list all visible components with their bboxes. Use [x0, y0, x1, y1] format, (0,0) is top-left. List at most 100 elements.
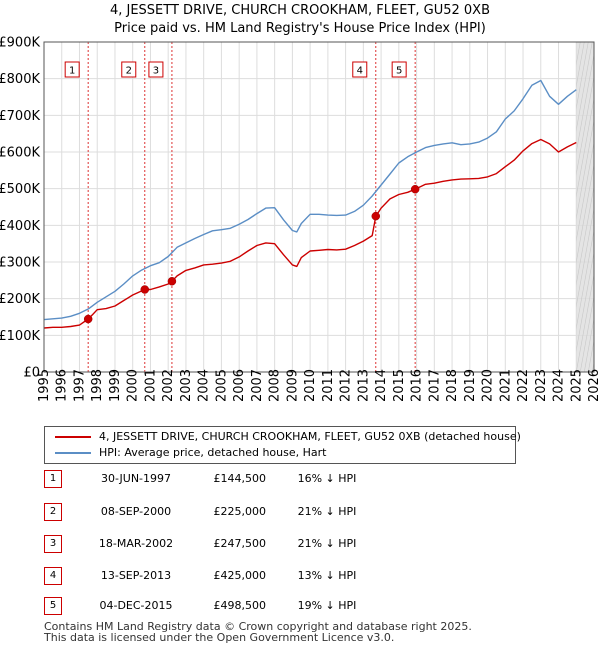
y-tick-label: £600K: [0, 146, 40, 161]
y-tick-label: £200K: [0, 292, 40, 307]
price-chart: 1 2 3 4 5 £0 £100K £200K £300K £400K £500K £600K £70…: [0, 36, 600, 403]
plot-area: [44, 42, 594, 372]
x-tick-label: 1998: [90, 369, 105, 402]
x-tick-label: 2020: [481, 369, 496, 402]
sale-marker-box: [148, 61, 164, 78]
sale-row: 5 04-DEC-2015 £498,500 19% ↓ HPI: [44, 597, 444, 615]
x-tick-label: 1997: [72, 369, 87, 402]
sale-marker-label: 3: [153, 66, 159, 77]
plot-frame: [43, 41, 595, 373]
y-tick-label: £400K: [0, 219, 40, 234]
x-tick-label: 2018: [445, 369, 460, 402]
x-tick-label: 1996: [55, 369, 70, 402]
x-tick-label: 2001: [143, 369, 158, 402]
x-tick-label: 2009: [285, 369, 300, 402]
x-tick-label: 2026: [587, 369, 600, 402]
x-tick-label: 2013: [356, 369, 371, 402]
sale-marker-box: [391, 61, 407, 78]
forecast-hatch: [576, 42, 589, 110]
y-tick-label: £500K: [0, 182, 40, 197]
sale-date: 13-SEP-2013: [100, 569, 172, 582]
sale-point: [167, 277, 177, 286]
x-tick-label: 2003: [179, 369, 194, 402]
forecast-hatch: [576, 140, 594, 242]
x-tick-label: 2025: [569, 369, 584, 402]
forecast-hatch: [576, 272, 594, 372]
sale-point: [410, 184, 420, 194]
chart-title: 4, JESSETT DRIVE, CHURCH CROOKHAM, FLEET…: [109, 3, 491, 18]
hpi-line: [43, 79, 577, 321]
x-tick-label: 2014: [374, 369, 389, 402]
sale-marker-label: 1: [69, 66, 75, 77]
sale-number-badge: 4: [44, 567, 62, 585]
sale-point: [371, 211, 381, 221]
legend-item-property: 4, JESSETT DRIVE, CHURCH CROOKHAM, FLEET…: [55, 429, 521, 445]
sale-price: £498,500: [213, 599, 267, 612]
forecast-hatch: [576, 118, 594, 220]
x-tick-label: 2007: [250, 369, 265, 402]
x-tick-label: 2016: [410, 369, 425, 402]
sale-row: 3 18-MAR-2002 £247,500 21% ↓ HPI: [44, 535, 444, 553]
legend-item-hpi: HPI: Average price, detached house, Hart: [55, 445, 326, 461]
legend-label-hpi: HPI: Average price, detached house, Hart: [99, 446, 327, 459]
sale-number-badge: 5: [44, 597, 62, 615]
sale-price: £247,500: [213, 537, 267, 550]
sale-hpi-diff: 13% ↓ HPI: [297, 569, 357, 582]
x-tick-label: 2005: [214, 369, 229, 402]
forecast-hatch: [576, 184, 594, 286]
x-tick-label: 2022: [516, 369, 531, 402]
sale-date: 30-JUN-1997: [100, 472, 172, 485]
sale-marker-box: [121, 61, 137, 78]
sale-date: 04-DEC-2015: [99, 599, 173, 612]
forecast-hatch: [576, 228, 594, 330]
y-tick-label: £0: [23, 366, 40, 381]
sale-row: 1 30-JUN-1997 £144,500 16% ↓ HPI: [44, 470, 444, 488]
sale-number-badge: 2: [44, 503, 62, 521]
sale-price: £225,000: [213, 505, 267, 518]
sale-marker-label: 5: [396, 66, 402, 77]
sale-hpi-diff: 19% ↓ HPI: [297, 599, 357, 612]
chart-subtitle: Price paid vs. HM Land Registry's House …: [114, 21, 486, 36]
sale-hpi-diff: 16% ↓ HPI: [297, 472, 357, 485]
x-tick-label: 2004: [197, 369, 212, 402]
chart-title-block: 4, JESSETT DRIVE, CHURCH CROOKHAM, FLEET…: [0, 2, 600, 38]
legend-label-property: 4, JESSETT DRIVE, CHURCH CROOKHAM, FLEET…: [99, 430, 521, 443]
x-tick-label: 2021: [498, 369, 513, 402]
x-tick-label: 2023: [534, 369, 549, 402]
legend: 4, JESSETT DRIVE, CHURCH CROOKHAM, FLEET…: [44, 426, 521, 464]
x-tick-label: 2012: [339, 369, 354, 402]
sale-price: £425,000: [213, 569, 267, 582]
forecast-shading: [576, 42, 594, 372]
sale-row: 2 08-SEP-2000 £225,000 21% ↓ HPI: [44, 503, 444, 521]
forecast-hatch: [576, 42, 593, 132]
x-tick-label: 2000: [126, 369, 141, 402]
forecast-hatch: [576, 250, 594, 352]
y-tick-label: £800K: [0, 72, 40, 87]
sale-marker-box: [64, 61, 80, 78]
sale-marker-label: 2: [126, 66, 132, 77]
x-tick-label: 2011: [321, 369, 336, 402]
sale-price: £144,500: [213, 472, 267, 485]
sale-marker-box: [352, 61, 368, 78]
legend-swatch-property: [55, 436, 91, 438]
sale-hpi-diff: 21% ↓ HPI: [297, 537, 357, 550]
x-tick-label: 2017: [427, 369, 442, 402]
footer-licence: This data is licensed under the Open Gov…: [44, 631, 395, 644]
sale-number-badge: 3: [44, 535, 62, 553]
sale-point: [140, 285, 150, 294]
sale-number-badge: 1: [44, 470, 62, 488]
footer: Contains HM Land Registry data © Crown c…: [44, 621, 472, 643]
x-tick-label: 2006: [232, 369, 247, 402]
sale-row: 4 13-SEP-2013 £425,000 13% ↓ HPI: [44, 567, 444, 585]
x-tick-label: 2008: [268, 369, 283, 402]
forecast-hatch: [576, 74, 594, 176]
forecast-hatch: [576, 162, 594, 264]
sale-point: [83, 314, 93, 324]
y-tick-label: £900K: [0, 36, 40, 51]
y-tick-label: £700K: [0, 109, 40, 124]
forecast-hatch: [596, 42, 600, 372]
x-tick-label: 2024: [552, 369, 567, 402]
forecast-hatch: [579, 294, 594, 372]
property-price-line: [43, 138, 577, 329]
x-tick-label: 2010: [303, 369, 318, 402]
